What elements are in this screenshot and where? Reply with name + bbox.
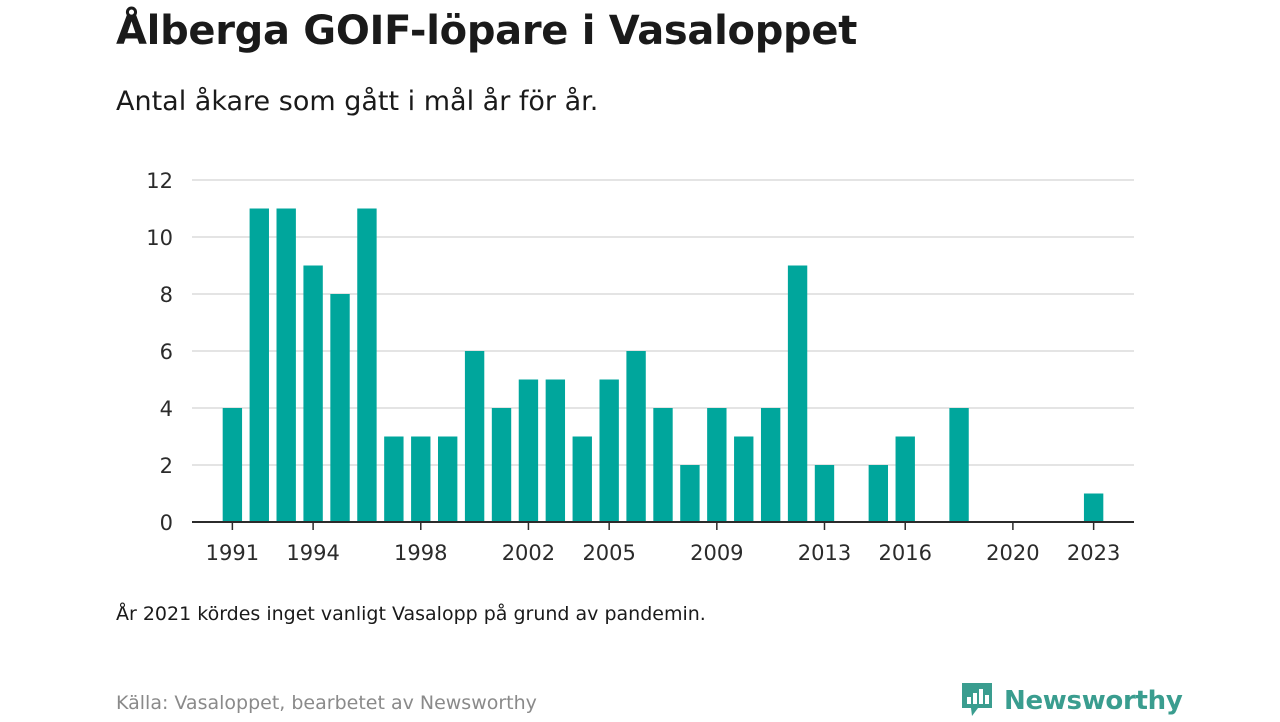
bar-2002 [518,379,539,522]
bar-1991 [222,408,243,522]
bar-2016 [895,436,915,522]
bar-2001 [491,408,512,522]
x-tick-label: 2005 [582,541,635,565]
y-tick-label: 2 [160,454,173,478]
x-tick-label: 1998 [394,541,447,565]
bar-1997 [384,436,404,522]
x-tick-label: 2009 [690,541,743,565]
footnote: År 2021 kördes inget vanligt Vasalopp på… [116,603,706,625]
y-tick-label: 6 [160,340,173,364]
bar-2003 [545,379,566,522]
bar-2005 [599,379,619,522]
source-text: Källa: Vasaloppet, bearbetet av Newswort… [116,692,537,714]
bar-2012 [787,265,808,522]
bar-1995 [330,294,350,522]
chart-title: Ålberga GOIF-löpare i Vasaloppet [116,8,858,54]
y-tick-label: 12 [146,169,173,193]
bar-1994 [303,265,323,522]
x-tick-label: 2020 [986,541,1039,565]
x-tick-label: 2002 [502,541,555,565]
bar-2004 [572,436,592,522]
bar-1999 [437,436,458,522]
bar-2023 [1083,493,1104,522]
bar-2009 [707,408,727,522]
bar-2011 [760,408,781,522]
y-tick-label: 0 [160,511,173,535]
y-tick-label: 8 [160,283,173,307]
bar-2007 [653,408,673,522]
x-tick-label: 1994 [286,541,339,565]
bars [222,208,1104,522]
brand: Newsworthy [960,680,1183,722]
bar-chart: 0 2 4 6 8 10 12 1991 1994 1998 2002 2005 2009 2013 20… [146,169,1134,565]
x-tick-label: 2023 [1067,541,1120,565]
bar-1998 [411,436,431,522]
x-tick-label: 2013 [798,541,851,565]
bar-2010 [734,436,754,522]
brand-name: Newsworthy [1004,686,1183,716]
bar-1992 [249,208,269,522]
bar-2015 [868,465,889,522]
bar-1993 [276,208,296,522]
bar-2013 [814,465,835,522]
bar-2008 [680,465,700,522]
bar-2018 [949,408,969,522]
chart-subtitle: Antal åkare som gått i mål år för år. [116,86,599,117]
y-tick-label: 10 [146,226,173,250]
bar-2000 [464,351,485,522]
x-axis: 1991 1994 1998 2002 2005 2009 2013 2016 2020 2023 [192,521,1134,565]
x-tick-label: 2016 [879,541,932,565]
x-tick-label: 1991 [206,541,259,565]
bar-1996 [357,208,377,522]
y-tick-label: 4 [160,397,173,421]
newsworthy-logo-icon [960,680,994,722]
bar-2006 [626,351,646,522]
y-axis: 0 2 4 6 8 10 12 [146,169,173,535]
